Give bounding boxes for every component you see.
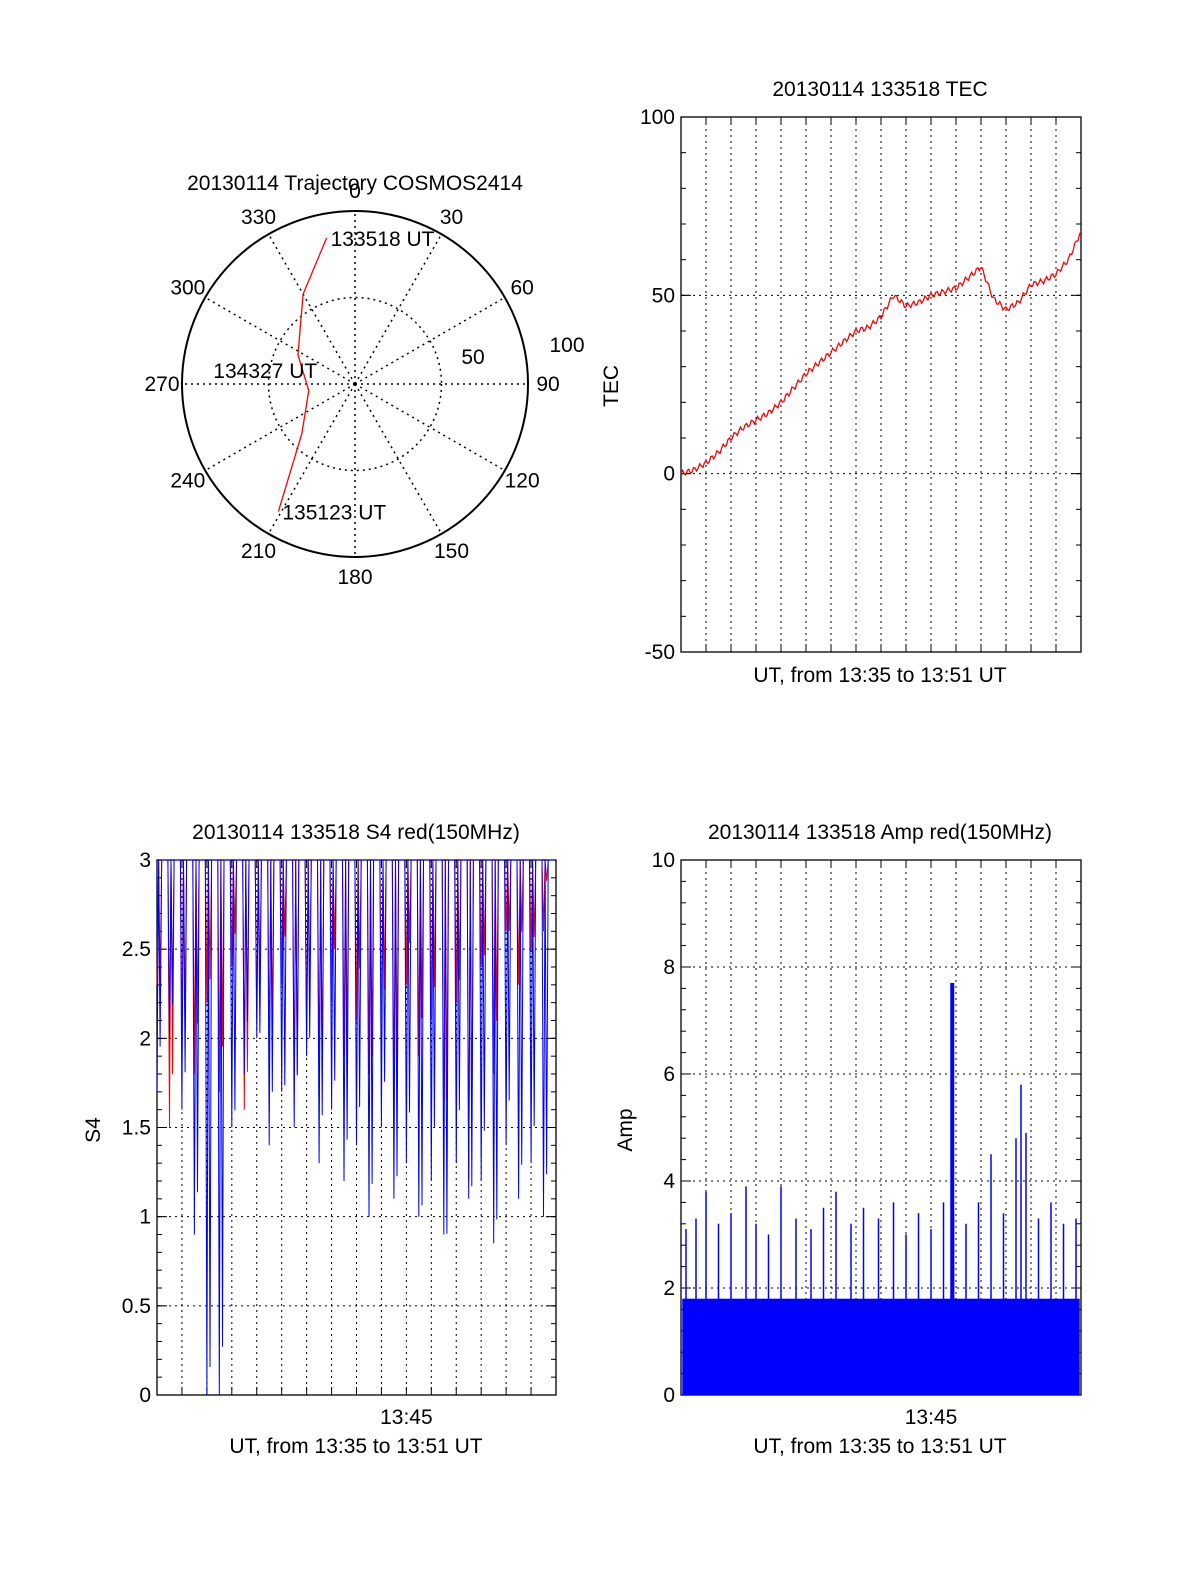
- x-tick-label: 13:45: [905, 1406, 958, 1429]
- tec-y-axis-label: TEC: [600, 365, 623, 407]
- polar-time-annotation: 134327 UT: [213, 360, 317, 383]
- polar-azimuth-label: 300: [170, 277, 205, 300]
- polar-spoke: [354, 296, 506, 385]
- s4-chart-panel: 20130114 133518 S4 red(150MHz) UT, from …: [82, 821, 557, 1458]
- y-tick-label: -50: [645, 641, 675, 664]
- amp-title: 20130114 133518 Amp red(150MHz): [708, 821, 1052, 844]
- y-tick-label: 2: [139, 1027, 151, 1050]
- y-tick-label: 2: [663, 1277, 675, 1300]
- y-tick-label: 8: [663, 956, 675, 979]
- s4-title: 20130114 133518 S4 red(150MHz): [192, 821, 520, 844]
- y-tick-label: 0.5: [122, 1295, 151, 1318]
- y-tick-label: 4: [663, 1170, 675, 1193]
- polar-outer-ring: [181, 210, 529, 558]
- s4-x-axis-label: UT, from 13:35 to 13:51 UT: [229, 1435, 482, 1458]
- polar-title: 20130114 Trajectory COSMOS2414: [187, 172, 523, 195]
- s4-y-axis-label: S4: [82, 1117, 105, 1143]
- amp-x-axis-label: UT, from 13:35 to 13:51 UT: [753, 1435, 1006, 1458]
- polar-trajectory-line: [277, 237, 328, 512]
- y-tick-label: 10: [652, 849, 675, 872]
- polar-radius-label: 100: [549, 334, 584, 357]
- tec-x-axis-label: UT, from 13:35 to 13:51 UT: [753, 664, 1006, 687]
- y-tick-label: 0: [663, 463, 675, 486]
- polar-spoke: [354, 383, 443, 535]
- tec-chart-panel: 20130114 133518 TEC UT, from 13:35 to 13…: [600, 78, 1082, 687]
- y-tick-label: 6: [663, 1063, 675, 1086]
- polar-azimuth-label: 30: [440, 206, 463, 229]
- polar-azimuth-label: 240: [170, 470, 205, 493]
- amp-fill-region: [682, 1298, 1080, 1395]
- tec-title: 20130114 133518 TEC: [772, 78, 987, 101]
- amp-chart-panel: 20130114 133518 Amp red(150MHz) UT, from…: [614, 821, 1082, 1458]
- plot-frame: [680, 116, 1082, 653]
- polar-spoke: [267, 383, 356, 535]
- polar-azimuth-label: 210: [241, 540, 276, 563]
- y-tick-label: 100: [640, 106, 675, 129]
- y-tick-label: 0: [139, 1384, 151, 1407]
- x-tick-label: 13:45: [380, 1406, 433, 1429]
- y-tick-label: 0: [663, 1384, 675, 1407]
- polar-azimuth-label: 90: [536, 373, 559, 396]
- polar-azimuth-label: 330: [241, 206, 276, 229]
- y-tick-label: 50: [652, 284, 675, 307]
- polar-azimuth-label: 60: [510, 277, 533, 300]
- polar-time-annotation: 133518 UT: [331, 228, 435, 251]
- polar-spoke: [204, 383, 356, 472]
- polar-spoke: [204, 296, 356, 385]
- polar-azimuth-label: 180: [337, 566, 372, 589]
- s4-series-line: [156, 859, 555, 1396]
- tec-series-line: [680, 230, 1082, 477]
- y-tick-label: 3: [139, 849, 151, 872]
- y-tick-label: 2.5: [122, 938, 151, 961]
- polar-spoke: [354, 233, 443, 385]
- polar-azimuth-label: 150: [434, 540, 469, 563]
- amp-y-axis-label: Amp: [614, 1108, 637, 1151]
- y-tick-label: 1: [139, 1206, 151, 1229]
- polar-spoke: [354, 383, 506, 472]
- polar-azimuth-label: 270: [144, 373, 179, 396]
- polar-inner-ring: [267, 296, 443, 472]
- y-tick-label: 1.5: [122, 1117, 151, 1140]
- polar-radius-label: 50: [461, 346, 484, 369]
- polar-azimuth-label: 0: [349, 180, 361, 203]
- plot-frame: [156, 859, 557, 1396]
- polar-trajectory-panel: 20130114 Trajectory COSMOS2414 0 30 60 90 12…: [144, 172, 584, 589]
- polar-time-annotation: 135123 UT: [282, 502, 386, 525]
- polar-spoke: [267, 233, 356, 385]
- polar-azimuth-label: 120: [505, 470, 540, 493]
